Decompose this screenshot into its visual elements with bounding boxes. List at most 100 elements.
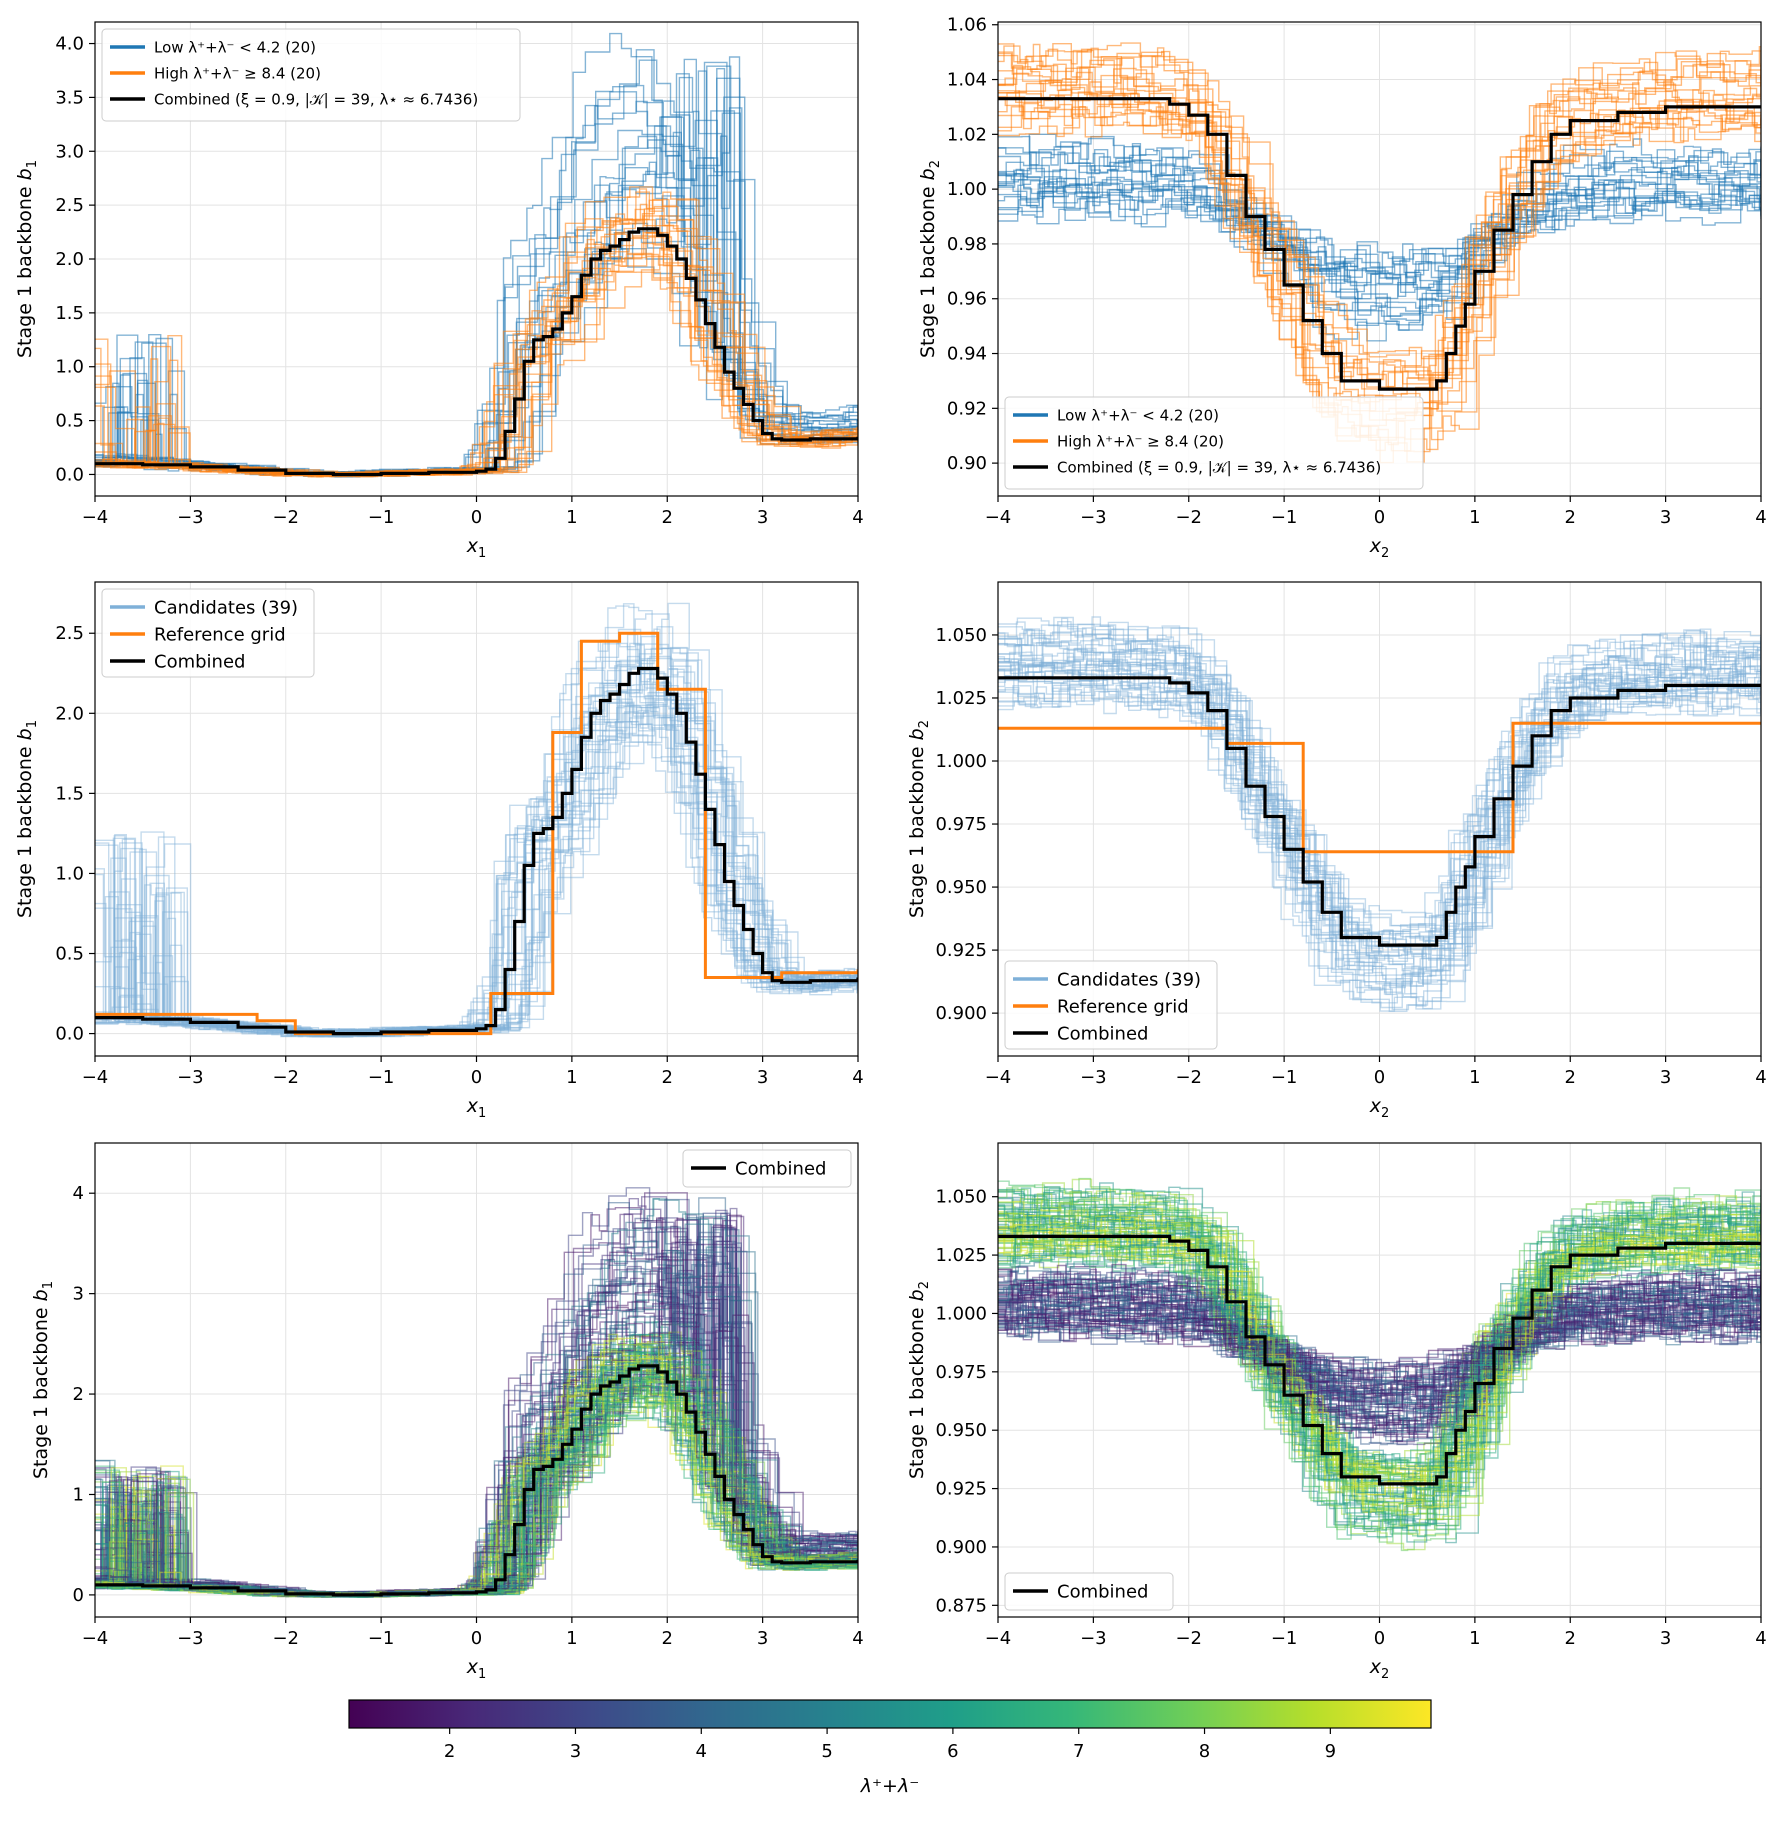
- ensemble-trace: [95, 191, 858, 478]
- ensemble-trace: [95, 705, 858, 1037]
- y-tick-label: 1.5: [55, 303, 84, 324]
- chart-panel-p31: −4 −3 −2 −1 0 1 2 3 4 0 1 2 3 4 x1 Stage 1 backbone b1 C…: [30, 1142, 864, 1682]
- ensemble-trace: [998, 649, 1761, 984]
- ensemble-trace: [998, 625, 1761, 1009]
- ensemble-trace: [998, 1313, 1761, 1388]
- legend: Candidates (39) Reference grid Combined: [1004, 960, 1218, 1050]
- y-tick-label: 1.025: [935, 1245, 987, 1266]
- x-tick-label: 4: [852, 1628, 863, 1649]
- x-tick-label: 1: [1469, 1628, 1480, 1649]
- plot-area: [95, 32, 858, 478]
- ensemble-trace: [95, 626, 858, 1038]
- ensemble-trace: [95, 642, 858, 1038]
- colorbar-tick-label: 4: [696, 1741, 707, 1762]
- ensemble-trace: [95, 668, 858, 1037]
- x-tick-label: 3: [757, 507, 768, 528]
- legend-entry: Combined: [735, 1158, 826, 1179]
- y-tick-label: 0.90: [947, 453, 987, 474]
- ensemble-trace: [998, 1310, 1761, 1392]
- y-tick-label: 2.5: [55, 195, 84, 216]
- ensemble-trace: [998, 647, 1761, 980]
- legend-entry: High λ⁺+λ⁻ ≥ 8.4 (20): [154, 64, 321, 82]
- legend-entry: Combined (ξ = 0.9, |𝒦| = 39, λ⋆ ≈ 6.7436…: [154, 90, 478, 108]
- ensemble-trace: [95, 628, 858, 1037]
- legend-entry: Combined (ξ = 0.9, |𝒦| = 39, λ⋆ ≈ 6.7436…: [1057, 458, 1381, 476]
- ensemble-trace: [998, 1217, 1761, 1489]
- x-tick-label: 1: [566, 1628, 577, 1649]
- x-tick-label: −4: [985, 507, 1012, 528]
- x-tick-label: −3: [1080, 1628, 1107, 1649]
- y-tick-label: 0.5: [55, 411, 84, 432]
- ensemble-trace: [998, 1269, 1761, 1436]
- ensemble-trace: [998, 632, 1761, 993]
- ensemble-trace: [998, 1212, 1761, 1509]
- plot-area: [998, 1177, 1761, 1552]
- x-tick-label: −3: [1080, 1067, 1107, 1088]
- ensemble-trace: [998, 1235, 1761, 1471]
- x-tick-label: 3: [1660, 1628, 1671, 1649]
- x-tick-label: −1: [1271, 1628, 1298, 1649]
- legend: Candidates (39) Reference grid Combined: [101, 588, 315, 678]
- y-axis-label: Stage 1 backbone b1: [30, 1281, 56, 1479]
- legend-box: [101, 588, 315, 678]
- x-axis-label: x2: [1369, 1656, 1390, 1682]
- ensemble-trace: [998, 1280, 1761, 1428]
- x-tick-label: 2: [1565, 507, 1576, 528]
- y-tick-label: 0.900: [935, 1003, 987, 1024]
- y-tick-label: 0.975: [935, 1362, 987, 1383]
- legend-entry: Reference grid: [1057, 996, 1189, 1017]
- chart-panel-p32: −4 −3 −2 −1 0 1 2 3 4 0.875 0.900 0.925 0.950 0.975 1.…: [906, 1142, 1767, 1682]
- ensemble-trace: [95, 628, 858, 1035]
- colorbar-tick-label: 7: [1073, 1741, 1084, 1762]
- y-tick-label: 1.050: [935, 1187, 987, 1208]
- legend-entry: Combined: [1057, 1581, 1148, 1602]
- legend-box: [1004, 396, 1424, 490]
- y-tick-label: 0.98: [947, 234, 987, 255]
- ensemble-trace: [95, 702, 858, 1037]
- x-tick-label: 3: [757, 1067, 768, 1088]
- ensemble-trace: [998, 686, 1761, 938]
- y-tick-label: 0.92: [947, 398, 987, 419]
- y-tick-label: 0: [73, 1585, 84, 1606]
- y-tick-label: 0.925: [935, 1479, 987, 1500]
- x-tick-label: 4: [852, 1067, 863, 1088]
- y-tick-label: 0.5: [55, 944, 84, 965]
- chart-panel-p12: −4 −3 −2 −1 0 1 2 3 4 0.90 0.92 0.94 0.96 0.98 1.00 1.0…: [917, 15, 1767, 561]
- x-tick-label: 1: [1469, 507, 1480, 528]
- y-tick-label: 1.000: [935, 1303, 987, 1324]
- ensemble-trace: [998, 94, 1761, 390]
- ensemble-trace: [998, 1278, 1761, 1430]
- ensemble-trace: [998, 637, 1761, 981]
- x-tick-label: −3: [177, 1628, 204, 1649]
- ensemble-trace: [998, 659, 1761, 962]
- plot-area: [998, 616, 1761, 1012]
- y-tick-label: 2: [73, 1384, 84, 1405]
- x-tick-label: −1: [368, 1067, 395, 1088]
- ensemble-trace: [998, 106, 1761, 362]
- x-tick-label: −4: [82, 507, 109, 528]
- x-axis-label: x1: [466, 535, 487, 561]
- ensemble-trace: [998, 659, 1761, 957]
- x-tick-label: −2: [1175, 1628, 1202, 1649]
- colorbar-gradient: [348, 1699, 1432, 1729]
- ensemble-trace: [998, 637, 1761, 996]
- x-tick-label: 4: [852, 507, 863, 528]
- series-line-combined: [998, 676, 1761, 947]
- ensemble-trace: [998, 617, 1761, 1011]
- x-axis-label: x1: [466, 1095, 487, 1121]
- colorbar-tick-label: 8: [1199, 1741, 1210, 1762]
- y-tick-label: 1.050: [935, 625, 987, 646]
- x-tick-label: −3: [177, 507, 204, 528]
- y-axis-label: Stage 1 backbone b1: [14, 720, 40, 918]
- legend: Low λ⁺+λ⁻ < 4.2 (20) High λ⁺+λ⁻ ≥ 8.4 (20…: [1004, 396, 1424, 490]
- y-tick-label: 2.5: [55, 623, 84, 644]
- series-line-reference-grid: [95, 631, 858, 1036]
- ensemble-trace: [998, 681, 1761, 935]
- ensemble-trace: [998, 1244, 1761, 1474]
- y-tick-label: 1.06: [947, 15, 987, 36]
- ensemble-trace: [998, 683, 1761, 936]
- ensemble-trace: [998, 1314, 1761, 1389]
- x-axis-label: x1: [466, 1656, 487, 1682]
- y-tick-label: 2.0: [55, 249, 84, 270]
